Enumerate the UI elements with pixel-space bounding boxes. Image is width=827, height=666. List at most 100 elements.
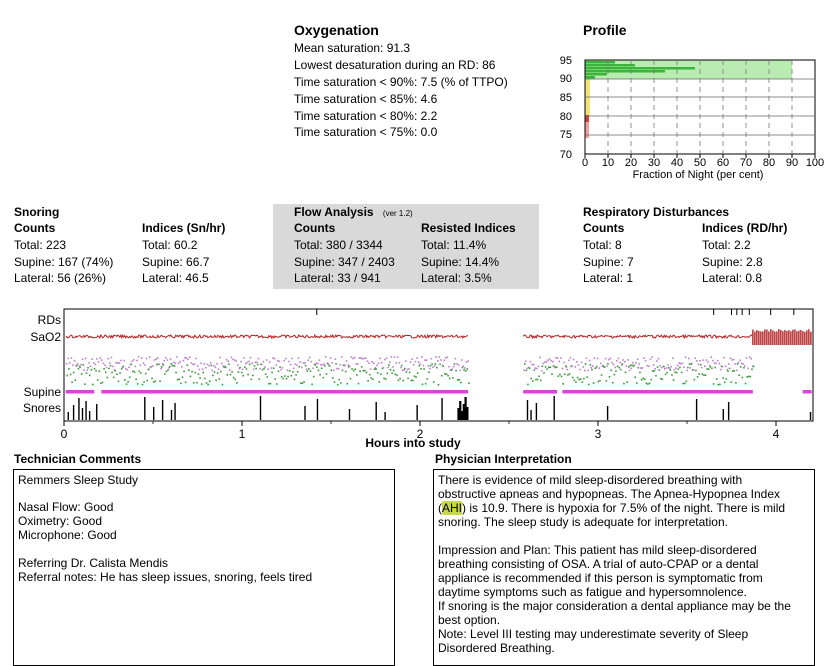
oximetry-dot [405,371,408,373]
oximetry-dot [558,360,561,363]
oximetry-dot [174,362,177,365]
oximetry-dot [679,366,681,369]
oximetry-dot [98,370,101,372]
oximetry-dot [173,365,176,367]
oximetry-dot [118,362,121,364]
oximetry-dot [78,365,81,368]
oximetry-dot [688,363,691,365]
oximetry-dot [623,382,625,385]
oximetry-dot [675,367,677,370]
oximetry-dot [331,362,333,364]
oximetry-dot [556,357,559,359]
oximetry-dot [271,371,273,374]
oximetry-dot [324,364,326,367]
oximetry-dot [576,360,578,363]
oximetry-dot [71,381,73,384]
oximetry-dot [188,369,190,371]
oxygenation-line: Time saturation < 90%: 7.5 (% of TTPO) [294,75,508,89]
flow-count: Supine: 347 / 2403 [294,255,395,269]
oximetry-dot [84,357,87,360]
oximetry-dot [241,368,244,371]
oximetry-dot [155,358,157,360]
oximetry-dot [617,357,620,360]
row-label-snores: Snores [23,401,61,415]
oximetry-dot [321,364,324,366]
oximetry-dot [456,378,459,381]
oximetry-dot [723,381,726,384]
oximetry-dot [420,356,423,358]
oximetry-dot [399,377,401,380]
oximetry-dot [567,374,569,376]
oximetry-dot [713,362,716,364]
oximetry-dot [595,365,598,368]
oximetry-dot [726,368,729,371]
oximetry-dot [361,358,364,360]
oximetry-dot [146,379,149,382]
oximetry-dot [184,357,186,359]
oximetry-dot [316,366,318,368]
oximetry-dot [236,364,239,366]
physician-plan-line: daytime symptoms such as fatigue and hyp… [438,585,747,599]
snoring-title: Snoring [14,205,60,219]
oximetry-dot [72,371,75,374]
profile-ytick: 70 [560,149,572,161]
oximetry-dot [524,360,527,363]
timeline-xtick: 4 [773,427,780,441]
oximetry-dot [684,356,687,359]
oximetry-dot [598,367,601,369]
oximetry-dot [401,369,404,372]
oximetry-dot [640,367,642,369]
oximetry-dot [67,357,69,360]
physician-plan-line: If snoring is the major consideration a … [438,599,791,613]
profile-xtick: 70 [740,157,752,169]
oximetry-dot [376,364,378,367]
oximetry-dot [119,372,121,374]
oximetry-dot [203,362,205,365]
oximetry-dot [279,366,281,368]
oximetry-dot [461,366,464,369]
oximetry-dot [194,371,197,374]
oximetry-dot [749,375,752,378]
oximetry-dot [328,365,331,367]
oximetry-dot [383,377,385,380]
oximetry-dot [176,356,178,358]
oximetry-dot [628,369,631,372]
oximetry-dot [260,363,263,366]
oximetry-dot [432,366,434,369]
oximetry-dot [384,358,386,361]
oximetry-dot [128,366,130,369]
oximetry-dot [312,367,314,370]
oximetry-dot [744,382,747,385]
oximetry-dot [742,363,745,365]
snore-mark [460,411,464,420]
oximetry-dot [663,365,665,368]
oximetry-dot [665,367,668,369]
oximetry-dot [691,362,693,365]
oximetry-dot [407,377,409,380]
oximetry-dot [281,367,284,369]
oximetry-dot [546,368,548,370]
oximetry-dot [530,377,532,380]
technician-line: Referral notes: He has sleep issues, sno… [18,570,313,584]
oximetry-dot [647,383,649,385]
oximetry-dot [602,365,604,367]
oximetry-dot [625,365,628,367]
oximetry-dot [458,379,461,381]
oximetry-dot [648,382,651,385]
oximetry-dot [610,369,612,372]
oximetry-dot [368,373,371,376]
oximetry-dot [306,370,309,372]
oximetry-dot [381,367,384,370]
oximetry-dot [408,368,410,370]
oximetry-dot [671,374,673,376]
supine-bars [65,390,812,394]
oximetry-dot [144,372,147,375]
oximetry-dot [168,365,171,368]
oximetry-dot [240,360,242,363]
oximetry-dot [568,359,570,362]
oximetry-dot [132,370,134,373]
oximetry-dot [627,359,629,361]
oximetry-dot [245,368,248,370]
oximetry-dot [350,356,353,358]
oximetry-dot [560,375,563,378]
